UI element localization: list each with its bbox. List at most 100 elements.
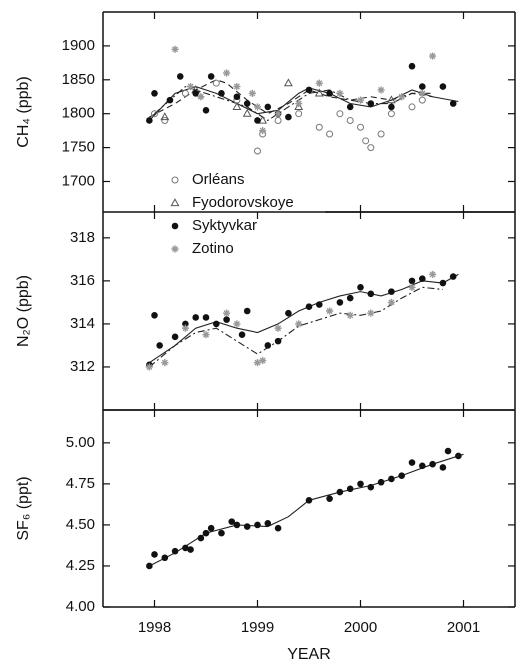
marker	[166, 96, 174, 104]
marker	[346, 103, 354, 111]
y-tick-label: 4.75	[66, 475, 95, 492]
marker	[388, 103, 395, 111]
marker	[439, 279, 447, 287]
marker	[202, 529, 210, 537]
legend-bg	[165, 239, 325, 259]
marker	[455, 452, 462, 460]
marker	[429, 270, 437, 279]
marker	[387, 110, 395, 118]
marker	[254, 147, 261, 155]
marker	[259, 127, 267, 135]
marker	[202, 331, 210, 339]
marker	[253, 359, 262, 367]
marker	[243, 307, 251, 315]
y-tick-label: 1900	[62, 37, 95, 54]
marker	[232, 102, 242, 111]
marker	[326, 307, 334, 315]
marker	[418, 96, 426, 104]
marker	[223, 309, 231, 317]
marker	[326, 90, 333, 97]
marker	[151, 90, 158, 97]
marker	[161, 116, 169, 124]
y-axis-label: SF₆ (ppt)	[15, 476, 32, 540]
marker	[449, 100, 457, 107]
y-tick-label: 314	[70, 315, 95, 332]
marker	[367, 100, 375, 107]
marker	[207, 73, 215, 80]
marker	[356, 96, 365, 104]
legend-bg	[165, 216, 325, 236]
x-tick-label: 2000	[344, 619, 377, 636]
marker	[305, 496, 313, 504]
marker	[238, 331, 246, 338]
marker	[264, 103, 272, 111]
y-tick-label: 316	[70, 272, 95, 289]
marker	[285, 309, 292, 317]
marker	[202, 107, 210, 114]
marker	[444, 447, 452, 455]
marker	[264, 342, 272, 349]
marker	[357, 284, 364, 291]
marker	[377, 86, 385, 94]
marker	[192, 90, 199, 97]
marker	[207, 524, 215, 532]
marker	[386, 95, 396, 104]
marker	[264, 519, 272, 527]
marker	[346, 116, 354, 124]
marker	[233, 320, 241, 328]
x-tick-label: 1999	[241, 619, 274, 636]
legend-bg	[165, 170, 325, 190]
marker	[197, 93, 205, 101]
marker	[197, 534, 205, 542]
marker	[295, 99, 303, 108]
marker	[398, 472, 406, 479]
marker	[357, 123, 364, 131]
marker	[326, 130, 334, 138]
marker	[233, 93, 241, 101]
legend-marker	[171, 222, 179, 230]
y-axis-label: N₂O (ppb)	[15, 275, 32, 347]
marker	[295, 320, 303, 328]
marker	[367, 309, 375, 317]
marker	[408, 459, 416, 466]
legend-marker	[170, 198, 180, 207]
marker	[367, 483, 375, 491]
marker	[346, 294, 354, 302]
legend-label: Zotino	[192, 240, 234, 257]
marker	[233, 82, 241, 91]
y-tick-label: 1800	[62, 105, 95, 122]
marker	[253, 103, 262, 111]
y-tick-label: 5.00	[66, 434, 95, 451]
fit-curve	[149, 79, 433, 118]
marker	[418, 89, 426, 97]
marker	[314, 88, 324, 97]
fit-curve	[148, 286, 443, 368]
marker	[223, 69, 231, 77]
marker	[315, 123, 323, 131]
legend-marker	[171, 245, 179, 253]
marker	[274, 110, 282, 118]
marker	[429, 460, 436, 468]
marker	[258, 115, 268, 124]
marker	[161, 554, 169, 562]
marker	[346, 311, 354, 319]
marker	[408, 277, 416, 285]
marker	[388, 475, 395, 483]
marker	[243, 100, 251, 107]
marker	[223, 316, 230, 323]
y-tick-label: 1850	[62, 71, 95, 88]
marker	[295, 110, 303, 118]
marker	[254, 521, 261, 529]
marker	[242, 108, 252, 117]
marker	[419, 275, 426, 283]
marker	[182, 544, 189, 552]
marker	[362, 137, 370, 145]
marker	[419, 462, 426, 470]
marker	[449, 273, 457, 280]
marker	[233, 521, 241, 529]
marker	[283, 78, 293, 87]
marker	[377, 478, 385, 486]
marker	[202, 314, 210, 321]
marker	[377, 130, 385, 138]
